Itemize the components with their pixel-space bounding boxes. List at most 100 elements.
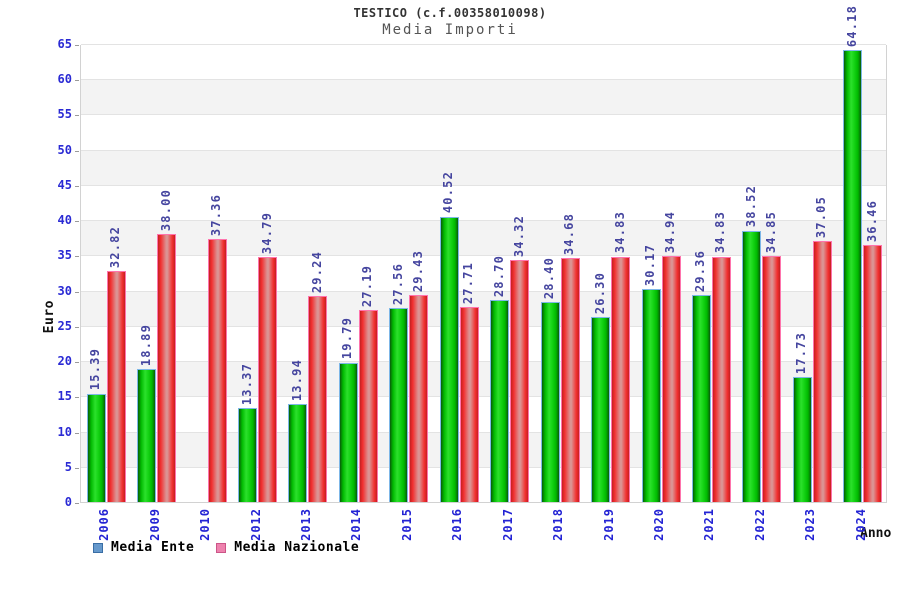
bar-value-label: 40.52 (441, 171, 456, 214)
chart-title: TESTICO (c.f.00358010098) (353, 6, 547, 20)
chart-subtitle: Media Importi (382, 22, 518, 38)
y-tick-label: 45 (57, 177, 72, 192)
x-tick-label: 2013 (298, 508, 313, 541)
bar-value-label: 27.56 (390, 262, 405, 305)
plot-band (81, 114, 886, 150)
plot-band (81, 44, 886, 80)
bar-value-label: 64.18 (844, 4, 859, 47)
x-tick-label: 2012 (248, 508, 263, 541)
y-tick-label: 15 (57, 389, 72, 404)
bar-value-label: 32.82 (108, 225, 123, 268)
bar-value-label: 34.83 (612, 211, 627, 254)
bar-media-nazionale (409, 294, 429, 502)
bar-value-label: 28.70 (491, 254, 506, 297)
plot-area: 15.39 32.82 18.89 38.00 37.36 13.37 34.79 13.94… (80, 5, 887, 503)
bar-value-label: 30.17 (643, 244, 658, 287)
bar-value-label: 34.79 (259, 211, 274, 254)
bar-media-ente (86, 393, 106, 502)
bar-media-ente (439, 216, 459, 502)
bar-value-label: 36.46 (864, 199, 879, 243)
y-tick-mark (75, 221, 79, 223)
bar-media-ente (137, 368, 157, 502)
x-tick-label: 2019 (601, 508, 616, 541)
bar-media-ente (490, 299, 510, 502)
bar-value-label: 15.39 (88, 348, 103, 391)
legend: Media Ente Media Nazionale (93, 540, 359, 555)
legend-item-media-nazionale: Media Nazionale (216, 540, 359, 555)
y-tick-mark (75, 326, 79, 328)
media-nazionale-swatch-icon (216, 542, 227, 553)
bar-media-ente (540, 301, 560, 502)
bar-media-ente (591, 316, 611, 502)
gridline (81, 290, 886, 292)
bar-value-label: 34.32 (511, 215, 526, 258)
x-tick-label: 2016 (450, 508, 465, 541)
bar-value-label: 13.94 (289, 358, 304, 401)
y-tick-mark (75, 467, 79, 469)
bar-value-label: 13.37 (239, 362, 254, 405)
gridline (81, 325, 886, 327)
y-tick-mark (75, 45, 79, 46)
y-tick-label: 55 (57, 107, 72, 122)
media-ente-swatch-icon (93, 542, 103, 553)
bar-media-nazionale (560, 257, 580, 502)
gridline (81, 361, 886, 363)
bar-media-ente (641, 289, 661, 502)
bar-media-ente (691, 295, 711, 502)
y-tick-label: 10 (57, 424, 72, 439)
bar-media-nazionale (863, 245, 883, 502)
bar-value-label: 34.68 (562, 212, 577, 255)
y-tick-label: 35 (57, 248, 72, 263)
bar-value-label: 37.05 (814, 195, 829, 238)
bar-media-ente (288, 403, 308, 502)
bar-value-label: 27.19 (360, 265, 375, 308)
bar-media-ente (742, 230, 762, 502)
bar-value-label: 26.30 (592, 271, 607, 314)
bar-value-label: 29.43 (410, 249, 425, 292)
gridline (81, 184, 886, 186)
bar-media-nazionale (258, 256, 278, 502)
bar-value-label: 38.52 (743, 185, 758, 228)
x-tick-label: 2021 (702, 508, 717, 541)
bar-value-label: 19.79 (340, 317, 355, 360)
x-tick-label: 2022 (752, 508, 767, 541)
x-tick-label: 2024 (853, 508, 868, 541)
y-tick-mark (75, 362, 79, 364)
y-tick-mark (75, 291, 79, 293)
bar-value-label: 18.89 (138, 323, 153, 366)
bar-media-nazionale (661, 255, 681, 502)
y-tick-label: 50 (57, 142, 72, 157)
gridline (81, 466, 886, 468)
bar-value-label: 34.83 (713, 211, 728, 254)
y-tick-label: 25 (57, 318, 72, 333)
bar-media-ente (389, 307, 409, 502)
bar-value-label: 29.36 (693, 250, 708, 293)
plot-band (81, 149, 886, 185)
bar-media-ente (238, 407, 258, 502)
y-tick-label: 40 (57, 213, 72, 228)
gridline (81, 114, 886, 116)
bar-media-ente (792, 377, 812, 502)
bar-media-nazionale (358, 310, 378, 502)
bar-value-label: 17.73 (794, 331, 809, 375)
bar-value-label: 34.85 (763, 211, 778, 254)
x-tick-label: 2009 (147, 508, 162, 541)
legend-label-media-ente: Media Ente (111, 540, 195, 555)
y-tick-mark (75, 432, 79, 434)
y-tick-label: 5 (64, 459, 72, 474)
y-tick-label: 20 (57, 354, 72, 369)
gridline (81, 255, 886, 257)
y-tick-mark (75, 397, 79, 399)
legend-item-media-ente: Media Ente (93, 540, 194, 555)
bar-media-nazionale (308, 295, 328, 502)
legend-label-media-nazionale: Media Nazionale (234, 540, 360, 555)
y-tick-label: 65 (57, 37, 72, 51)
x-tick-label: 2020 (652, 508, 667, 541)
bar-value-label: 34.94 (663, 210, 678, 253)
bar-media-nazionale (812, 240, 832, 502)
y-tick-label: 60 (57, 72, 72, 87)
plot-band (81, 184, 886, 221)
y-tick-mark (75, 80, 79, 82)
gridline (81, 396, 886, 398)
